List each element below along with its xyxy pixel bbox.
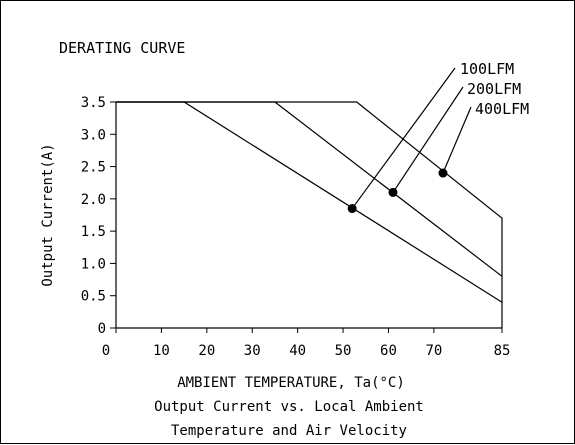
y-tick-label: 2.5 — [81, 160, 106, 176]
axes — [115, 102, 502, 329]
y-axis-label: Output Current(A) — [40, 143, 56, 286]
series-lines — [116, 101, 503, 328]
series-line-100lfm — [116, 101, 503, 303]
x-tick-label: 10 — [153, 343, 170, 359]
y-tick-label: 1.5 — [81, 224, 106, 240]
y-tick-label: 0 — [98, 321, 106, 337]
caption-line-1: Output Current vs. Local Ambient — [154, 399, 424, 415]
series-line-400lfm — [116, 101, 503, 328]
y-tick-label: 2.0 — [81, 192, 106, 208]
callout-leader-200lfm — [392, 86, 464, 193]
x-tick-label: 50 — [335, 343, 352, 359]
x-tick-label: 85 — [494, 343, 511, 359]
x-tick-label: 60 — [380, 343, 397, 359]
x-tick-label: 70 — [425, 343, 442, 359]
x-tick-label: 20 — [198, 343, 215, 359]
chart-title: DERATING CURVE — [59, 39, 185, 57]
caption-line-2: Temperature and Air Velocity — [171, 423, 407, 439]
legend-label-200lfm: 200LFM — [467, 80, 521, 98]
y-tick-label: 3.0 — [81, 127, 106, 143]
series-line-200lfm — [116, 101, 503, 277]
x-tick-label: 40 — [289, 343, 306, 359]
ticks: 0 0.5 1.0 1.5 2.0 2.5 3.0 3.5 0 10 20 30 40 50 60 70 85 — [81, 95, 511, 359]
legend-label-100lfm: 100LFM — [460, 60, 514, 78]
legend-callouts: 100LFM 200LFM 400LFM — [351, 60, 529, 209]
x-tick-label: 0 — [102, 343, 110, 359]
y-tick-label: 3.5 — [81, 95, 106, 111]
x-axis-label: AMBIENT TEMPERATURE, Ta(°C) — [177, 375, 405, 391]
y-tick-label: 1.0 — [81, 256, 106, 272]
y-tick-label: 0.5 — [81, 289, 106, 305]
x-tick-label: 30 — [244, 343, 261, 359]
legend-label-400lfm: 400LFM — [475, 100, 529, 118]
callout-leader-100lfm — [351, 67, 456, 209]
callout-leader-400lfm — [442, 106, 472, 174]
